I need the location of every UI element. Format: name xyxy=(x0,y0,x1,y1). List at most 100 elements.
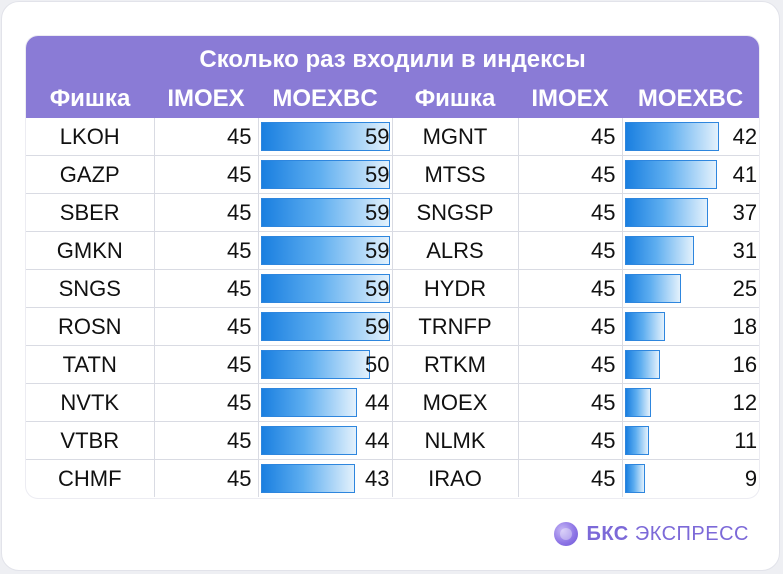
ticker-cell: MOEX xyxy=(392,383,519,422)
moexbc-value: 59 xyxy=(365,199,390,225)
data-bar xyxy=(260,464,355,493)
data-bar xyxy=(260,312,390,341)
ticker-cell: MGNT xyxy=(392,118,519,156)
moexbc-count-cell: 41 xyxy=(622,155,759,194)
moexbc-value: 11 xyxy=(734,427,758,453)
ticker-cell: IRAO xyxy=(392,459,519,497)
moexbc-count-cell: 31 xyxy=(622,231,759,270)
imoex-count-cell: 45 xyxy=(518,269,623,308)
imoex-count-cell: 45 xyxy=(154,118,259,156)
moexbc-count-cell: 12 xyxy=(622,383,759,422)
moexbc-count-cell: 44 xyxy=(258,383,393,422)
ticker-cell: SBER xyxy=(26,193,155,232)
moexbc-value: 16 xyxy=(732,351,758,377)
imoex-count-cell: 45 xyxy=(518,231,623,270)
data-bar xyxy=(260,274,390,303)
table-row: SNGS 45 59 HYDR 45 25 xyxy=(26,269,759,308)
imoex-count-cell: 45 xyxy=(154,155,259,194)
ticker-cell: RTKM xyxy=(392,345,519,384)
imoex-count-cell: 45 xyxy=(518,383,623,422)
table-row: GMKN 45 59 ALRS 45 31 xyxy=(26,231,759,270)
imoex-count-cell: 45 xyxy=(154,383,259,422)
moexbc-count-cell: 25 xyxy=(622,269,759,308)
table-row: LKOH 45 59 MGNT 45 42 xyxy=(26,118,759,156)
moexbc-value: 44 xyxy=(365,389,390,415)
moexbc-value: 43 xyxy=(365,465,390,491)
moexbc-count-cell: 16 xyxy=(622,345,759,384)
brand-name: БКС ЭКСПРЕСС xyxy=(586,522,749,545)
ticker-cell: ALRS xyxy=(392,231,519,270)
imoex-count-cell: 45 xyxy=(518,193,623,232)
moexbc-value: 44 xyxy=(365,427,390,453)
ticker-cell: TRNFP xyxy=(392,307,519,346)
moexbc-count-cell: 37 xyxy=(622,193,759,232)
table-row: CHMF 45 43 IRAO 45 9 xyxy=(26,459,759,498)
ticker-cell: MTSS xyxy=(392,155,519,194)
moexbc-count-cell: 18 xyxy=(622,307,759,346)
ticker-cell: HYDR xyxy=(392,269,519,308)
imoex-count-cell: 45 xyxy=(518,421,623,460)
data-bar xyxy=(624,388,652,417)
moexbc-count-cell: 50 xyxy=(258,345,393,384)
moexbc-value: 25 xyxy=(732,275,758,301)
column-header-ticker: Фишка xyxy=(392,80,518,118)
index-table: Сколько раз входили в индексы Фишка IMOE… xyxy=(26,36,759,498)
moexbc-count-cell: 43 xyxy=(258,459,393,497)
column-header-imoex: IMOEX xyxy=(518,80,622,118)
moexbc-count-cell: 11 xyxy=(622,421,759,460)
moexbc-value: 59 xyxy=(365,237,390,263)
data-bar xyxy=(624,464,645,493)
moexbc-value: 59 xyxy=(365,275,390,301)
table-row: SBER 45 59 SNGSP 45 37 xyxy=(26,193,759,232)
imoex-count-cell: 45 xyxy=(518,345,623,384)
ticker-cell: ROSN xyxy=(26,307,155,346)
column-header-ticker: Фишка xyxy=(26,80,154,118)
data-bar xyxy=(624,236,695,265)
data-bar xyxy=(624,426,650,455)
imoex-count-cell: 45 xyxy=(154,193,259,232)
moexbc-value: 59 xyxy=(365,313,390,339)
moexbc-count-cell: 9 xyxy=(622,460,759,498)
imoex-count-cell: 45 xyxy=(154,307,259,346)
moexbc-count-cell: 42 xyxy=(622,118,759,156)
moexbc-value: 59 xyxy=(365,161,390,187)
table-row: GAZP 45 59 MTSS 45 41 xyxy=(26,155,759,194)
data-bar xyxy=(260,198,390,227)
table-row: ROSN 45 59 TRNFP 45 18 xyxy=(26,307,759,346)
table-row: TATN 45 50 RTKM 45 16 xyxy=(26,345,759,384)
ticker-cell: NLMK xyxy=(392,421,519,460)
table-row: VTBR 45 44 NLMK 45 11 xyxy=(26,421,759,460)
brand: БКС ЭКСПРЕСС xyxy=(554,522,749,546)
moexbc-value: 31 xyxy=(732,237,758,263)
imoex-count-cell: 45 xyxy=(154,345,259,384)
ticker-cell: SNGSP xyxy=(392,193,519,232)
column-header-moexbc: MOEXBC xyxy=(622,80,759,118)
data-bar xyxy=(624,274,681,303)
moexbc-count-cell: 59 xyxy=(258,231,393,270)
ticker-cell: GAZP xyxy=(26,155,155,194)
moexbc-value: 37 xyxy=(732,199,758,225)
moexbc-count-cell: 59 xyxy=(258,155,393,194)
data-bar xyxy=(624,198,708,227)
ticker-cell: VTBR xyxy=(26,421,155,460)
moexbc-count-cell: 59 xyxy=(258,307,393,346)
moexbc-value: 41 xyxy=(732,161,758,187)
imoex-count-cell: 45 xyxy=(518,118,623,156)
data-bar xyxy=(260,160,390,189)
imoex-count-cell: 45 xyxy=(154,231,259,270)
moexbc-value: 9 xyxy=(744,465,758,491)
ticker-cell: GMKN xyxy=(26,231,155,270)
data-bar xyxy=(624,122,719,151)
imoex-count-cell: 45 xyxy=(518,155,623,194)
moexbc-value: 50 xyxy=(365,351,390,377)
table-row: NVTK 45 44 MOEX 45 12 xyxy=(26,383,759,422)
table-body: LKOH 45 59 MGNT 45 42 GAZP 45 59 MTSS 45 41 SBER 45 59… xyxy=(26,118,759,497)
imoex-count-cell: 45 xyxy=(154,269,259,308)
moexbc-value: 18 xyxy=(732,313,758,339)
ticker-cell: LKOH xyxy=(26,118,155,156)
moexbc-value: 42 xyxy=(732,123,758,149)
moexbc-count-cell: 59 xyxy=(258,193,393,232)
data-bar xyxy=(260,350,370,379)
moexbc-count-cell: 59 xyxy=(258,118,393,156)
data-bar xyxy=(260,426,357,455)
